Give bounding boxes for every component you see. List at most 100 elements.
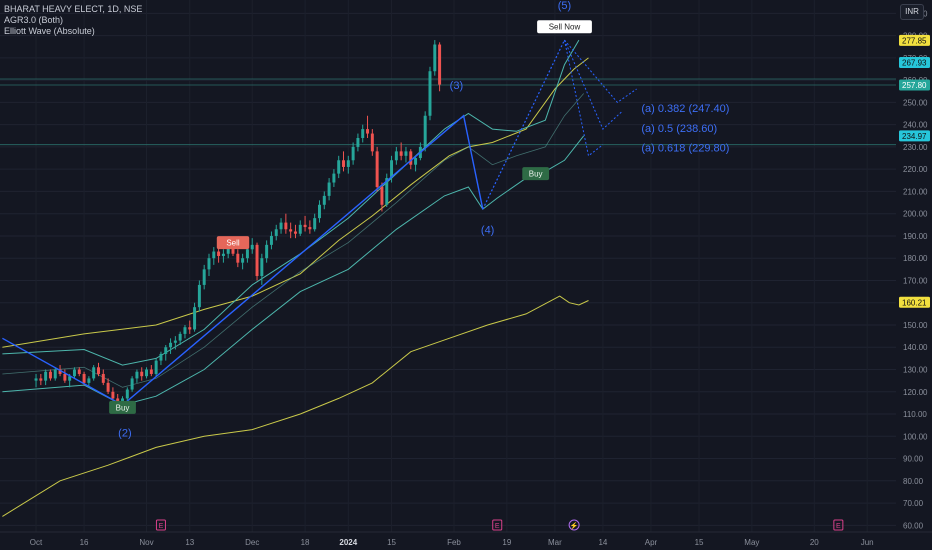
price-badge-box [899,79,930,91]
earnings-event-icon[interactable]: E [492,519,503,531]
symbol-title[interactable]: BHARAT HEAVY ELECT, 1D, NSE [4,4,143,14]
candle [34,373,38,388]
signal-sell-label: Sell [216,236,250,250]
candle [72,367,76,379]
signal-box [522,167,550,181]
channel-middle-line [2,93,585,388]
time-tick-label: May [744,538,759,547]
candle-body [409,151,413,165]
candle-body [116,398,120,403]
price-badge: 160.21 [899,296,930,308]
candle [212,247,216,265]
candle-body [111,391,115,399]
event-text: ⚡ [570,521,579,530]
candle-body [414,158,418,165]
candle [414,155,418,172]
candle [202,264,206,290]
candle-body [385,178,389,205]
price-badge: 257.80 [899,79,930,91]
price-tick-label: 70.00 [903,499,924,508]
price-badge: 234.97 [899,130,930,142]
candle [274,224,278,241]
candle-body [34,378,38,381]
candle-body [255,244,259,277]
price-badge-box [899,56,930,68]
candle-body [58,369,62,374]
price-badge-text: 234.97 [902,132,927,141]
candle [390,155,394,183]
price-tick-label: 120.00 [903,388,928,397]
price-badge-box [899,296,930,308]
channel-upper-line [2,39,580,366]
candle [106,378,110,394]
price-tick-label: 180.00 [903,254,928,263]
candle-body [82,373,86,383]
candle [351,142,355,165]
candle [433,40,437,76]
price-tick-label: 210.00 [903,187,928,196]
currency-button[interactable]: INR [900,4,924,20]
candle [293,224,297,239]
dividend-event-icon[interactable]: ⚡ [568,519,580,531]
candle-body [438,44,442,85]
indicator-agr[interactable]: AGR3.0 (Both) [4,15,64,25]
candle-body [342,160,345,167]
candle-body [303,224,307,228]
candle [82,371,86,386]
candle-body [293,231,297,234]
candle-body [149,369,153,374]
time-tick-label: Oct [30,538,43,547]
candle-body [48,371,52,379]
candle-body [399,151,403,156]
price-tick-label: 60.00 [903,521,924,530]
price-tick-label: 250.00 [903,98,928,107]
candle-body [390,160,394,179]
candle-body [53,369,57,379]
candle [284,213,288,234]
time-tick-label: 2024 [339,538,357,547]
candle-body [298,224,302,234]
candle-body [361,129,365,139]
candle [173,336,177,350]
candle-body [274,229,278,236]
time-tick-label: Nov [139,538,153,547]
earnings-event-icon[interactable]: E [155,519,166,531]
candle-body [193,307,197,330]
time-tick-label: Dec [245,538,259,547]
candle-body [236,253,240,263]
signal-box [216,236,250,250]
candle-body [178,333,182,341]
candle [197,280,201,312]
signal-text: Sell [226,239,240,248]
price-tick-label: 220.00 [903,165,928,174]
price-tick-label: 170.00 [903,276,928,285]
earnings-event-icon[interactable]: E [833,519,844,531]
candle [169,338,173,354]
time-tick-label: Apr [645,538,658,547]
candle-body [164,347,168,354]
wave-label: (2) [118,427,131,439]
candle-body [121,398,124,403]
candle-body [169,342,173,348]
candle [164,345,168,361]
candle [327,178,331,201]
candle-body [269,235,273,245]
candle-body [154,360,158,374]
candle-body [183,327,187,334]
indicator-elliott-wave[interactable]: Elliott Wave (Absolute) [4,26,95,36]
candle [236,249,240,268]
candle [183,324,187,339]
time-tick-label: Jun [861,538,874,547]
candle [63,369,67,383]
candle-body [135,371,139,379]
candle-body [226,247,230,254]
candle-body [130,378,134,390]
fib-target-label: (a) 0.5 (238.60) [641,123,717,135]
price-badge: 277.85 [899,34,930,46]
price-tick-label: 90.00 [903,455,924,464]
event-box [155,519,166,531]
signal-box [537,20,592,34]
candle [125,387,129,401]
